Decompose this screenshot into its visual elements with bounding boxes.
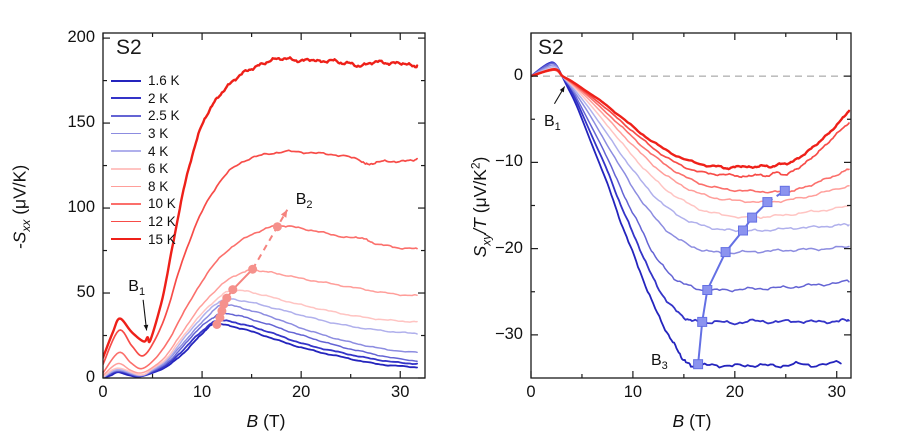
marker-chain-arrowhead — [280, 209, 288, 218]
series-line-15K — [531, 68, 851, 171]
series-line-3K — [531, 64, 850, 255]
minimum-marker-square — [779, 185, 790, 196]
series-line-2K — [531, 61, 850, 326]
peak-marker-circle — [222, 293, 232, 303]
peak-marker-circle — [248, 264, 258, 274]
peak-marker-circle — [228, 285, 238, 295]
b1-arrow-left-head — [143, 324, 149, 331]
peak-marker-circle — [272, 222, 282, 232]
series-line-12K — [103, 149, 418, 366]
series-line-10K — [531, 69, 850, 194]
series-line-6K — [103, 289, 418, 378]
peak-marker-circle — [212, 320, 222, 329]
series-line-15K — [103, 56, 419, 359]
minimum-marker-square — [720, 247, 731, 258]
series-line-2K — [103, 319, 418, 378]
series-line-2.5K — [103, 311, 418, 378]
marker-chain-dashed — [251, 209, 289, 270]
minimum-marker-square — [738, 225, 748, 236]
b1-arrow-right-head — [559, 86, 565, 93]
minimum-marker-square — [762, 197, 773, 208]
minimum-marker-square — [697, 316, 708, 327]
axes-frame-left-panel — [102, 32, 426, 379]
series-line-8K — [103, 268, 418, 377]
minimum-marker-square — [702, 285, 713, 295]
minimum-marker-square — [747, 212, 758, 223]
plot-area-left-panel — [103, 56, 419, 378]
peak-marker-circle — [217, 306, 227, 316]
series-line-4K — [103, 297, 418, 378]
peak-marker-circle — [215, 313, 225, 323]
minimum-marker-square — [693, 359, 704, 370]
series-line-12K — [531, 69, 850, 179]
plot-area-right-panel — [531, 61, 851, 369]
series-line-10K — [103, 224, 418, 374]
series-line-4K — [531, 65, 850, 234]
